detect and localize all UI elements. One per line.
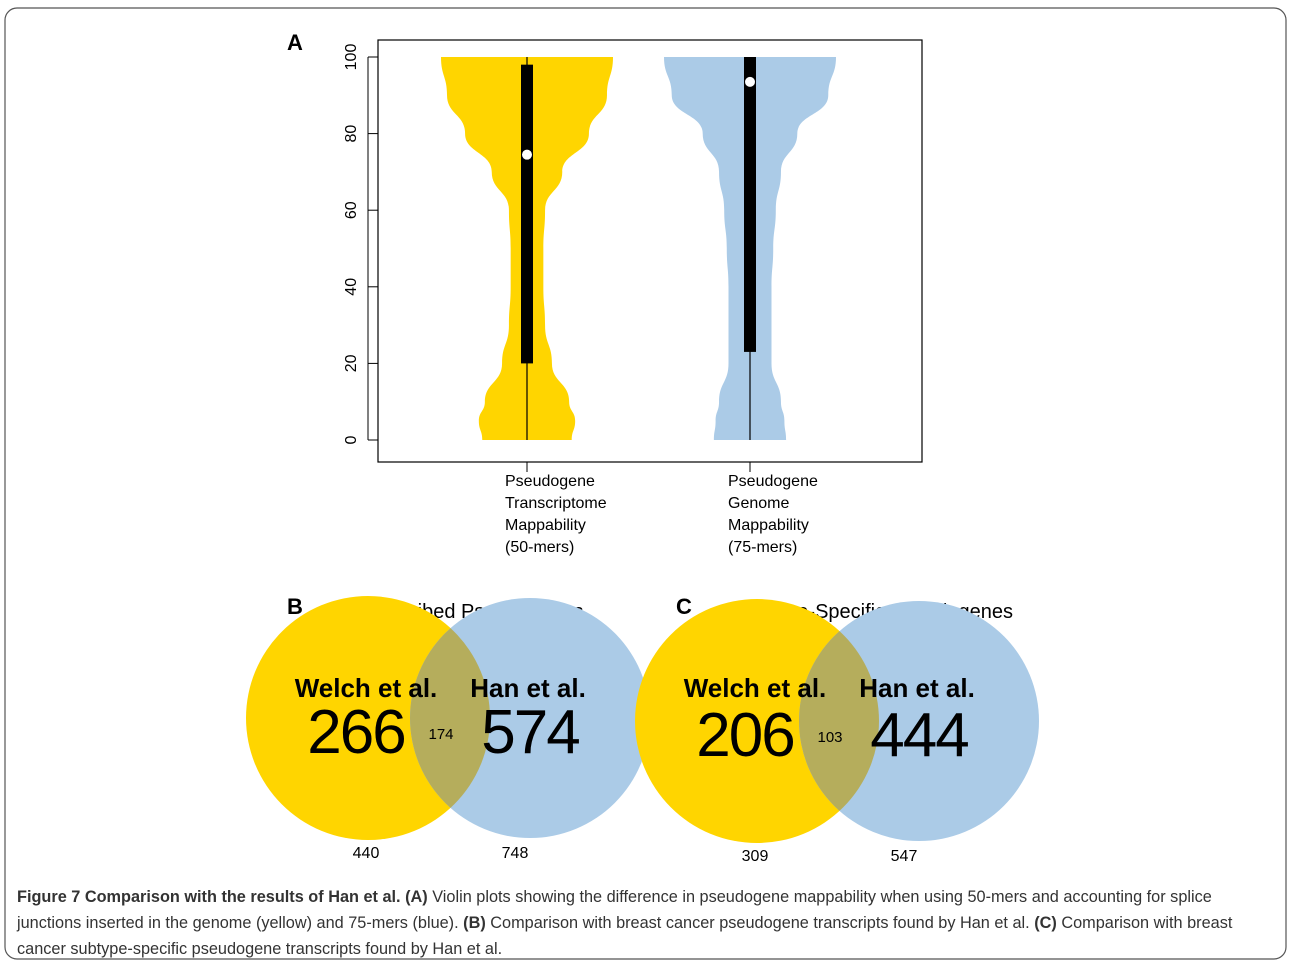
set-total: 440 (353, 845, 380, 862)
set-name: Welch et al. (684, 673, 827, 703)
panel-label: C (676, 594, 692, 619)
iqr-box (521, 64, 533, 364)
caption-bold: Figure 7 Comparison with the results of … (17, 888, 428, 906)
set-name: Han et al. (859, 673, 975, 703)
unique-count: 574 (481, 698, 579, 767)
overlap-count: 103 (817, 729, 842, 746)
venn-overlap (799, 601, 879, 841)
iqr-box (744, 57, 756, 352)
x-tick-label: Pseudogene (728, 473, 818, 490)
y-tick-label: 80 (343, 125, 360, 143)
panel-label: B (287, 594, 303, 619)
median-dot (745, 76, 755, 87)
unique-count: 206 (696, 701, 793, 770)
y-tick-label: 60 (343, 201, 360, 219)
plot-frame (377, 39, 923, 463)
figure-border (4, 7, 1287, 960)
caption-text: Comparison with breast cancer subtype-sp… (17, 914, 1233, 958)
x-tick-label: Pseudogene (505, 473, 595, 490)
y-tick-label: 20 (343, 354, 360, 372)
y-tick-label: 0 (343, 435, 360, 444)
caption-text: Comparison with breast cancer pseudogene… (485, 914, 1035, 932)
unique-count: 266 (307, 698, 404, 767)
x-tick-label: (75-mers) (728, 539, 797, 556)
x-tick-label: (50-mers) (505, 539, 574, 556)
unique-count: 444 (870, 701, 968, 770)
y-tick-label: 100 (343, 44, 360, 71)
venn-overlap (410, 598, 490, 838)
set-name: Han et al. (470, 673, 586, 703)
median-dot (522, 149, 532, 160)
y-tick-label: 40 (343, 278, 360, 296)
set-total: 309 (742, 848, 769, 865)
caption-text: Violin plots showing the difference in p… (17, 888, 1212, 932)
panel-label: A (287, 30, 303, 55)
x-tick-label: Genome (728, 495, 789, 512)
overlap-count: 174 (428, 726, 453, 743)
x-tick-label: Mappability (728, 517, 809, 534)
set-name: Welch et al. (295, 673, 438, 703)
set-total: 547 (891, 848, 918, 865)
caption-bold: (C) (1034, 914, 1057, 932)
caption-bold: (B) (463, 914, 486, 932)
x-tick-label: Transcriptome (505, 495, 607, 512)
caption: Figure 7 Comparison with the results of … (17, 884, 1279, 962)
x-tick-label: Mappability (505, 517, 586, 534)
set-total: 748 (502, 845, 529, 862)
